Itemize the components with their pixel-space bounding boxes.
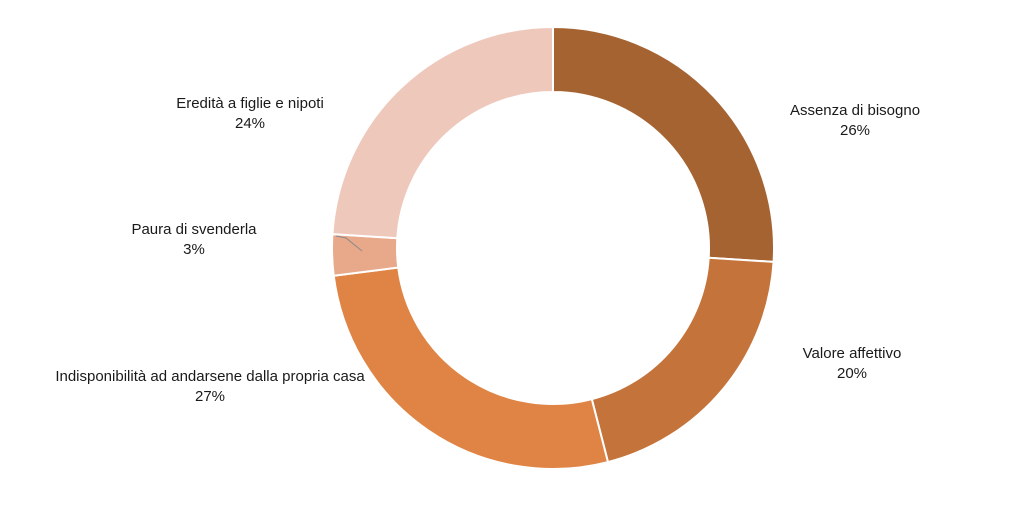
slice-value-label: 27% <box>195 388 225 405</box>
slice-label: Indisponibilità ad andarsene dalla propr… <box>55 368 365 385</box>
slice-value-label: 26% <box>840 122 870 139</box>
slices-group <box>331 25 775 470</box>
slice-label: Paura di svenderla <box>131 221 257 238</box>
slice-eredit-a-figlie-e-nipoti <box>331 25 554 240</box>
slice-paura-di-svenderla <box>331 233 400 277</box>
slice-label: Assenza di bisogno <box>790 102 920 119</box>
slice-value-label: 24% <box>235 115 265 132</box>
slice-value-label: 3% <box>183 241 205 258</box>
slice-assenza-di-bisogno <box>552 25 775 263</box>
slice-value-label: 20% <box>837 365 867 382</box>
leader-line <box>335 235 363 252</box>
slice-label: Valore affettivo <box>803 345 902 362</box>
slice-valore-affettivo <box>590 256 775 464</box>
slice-indisponibilit-ad-andarsene-dalla-propria-casa <box>332 266 610 470</box>
slice-label: Eredità a figlie e nipoti <box>176 95 324 112</box>
labels-group: Assenza di bisogno 26% Valore affettivo 20%… <box>55 95 920 405</box>
